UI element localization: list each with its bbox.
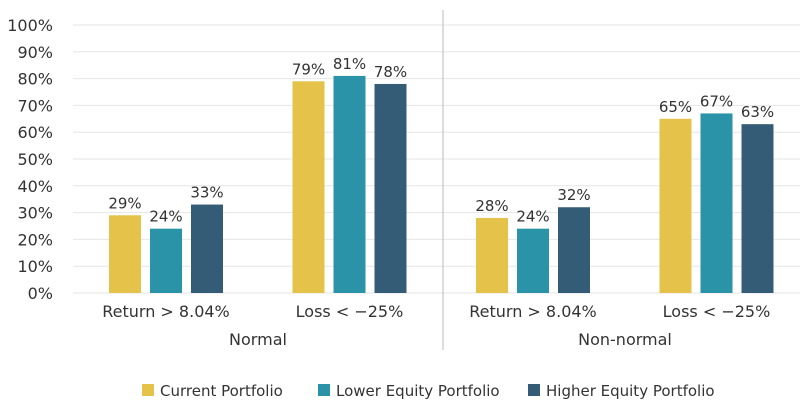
- legend-swatch: [318, 384, 330, 396]
- data-label: 28%: [475, 197, 508, 215]
- y-tick-label: 70%: [17, 96, 53, 115]
- legend-label: Higher Equity Portfolio: [546, 382, 715, 400]
- bar: [191, 204, 223, 293]
- data-label: 33%: [190, 184, 223, 202]
- data-label: 65%: [659, 98, 692, 116]
- data-label: 81%: [333, 55, 366, 73]
- bar: [292, 81, 325, 293]
- data-label: 24%: [516, 208, 549, 226]
- x-category-label: Loss < −25%: [296, 302, 404, 321]
- legend-label: Current Portfolio: [160, 382, 283, 400]
- y-tick-label: 20%: [17, 230, 53, 249]
- data-label: 29%: [108, 194, 141, 212]
- y-tick-label: 0%: [28, 284, 53, 303]
- bar: [374, 83, 407, 294]
- bar: [741, 124, 774, 293]
- bar: [700, 113, 733, 293]
- x-group-label: Normal: [229, 330, 287, 349]
- bar: [333, 75, 366, 293]
- y-tick-label: 80%: [17, 70, 53, 89]
- x-category-label: Loss < −25%: [663, 302, 771, 321]
- legend-swatch: [142, 384, 154, 396]
- y-tick-label: 90%: [17, 43, 53, 62]
- bar: [109, 215, 141, 293]
- y-tick-label: 10%: [17, 257, 53, 276]
- legend-label: Lower Equity Portfolio: [336, 382, 500, 400]
- data-label: 79%: [292, 60, 325, 78]
- x-category-label: Return > 8.04%: [469, 302, 597, 321]
- y-tick-label: 30%: [17, 204, 53, 223]
- data-label: 32%: [557, 186, 590, 204]
- bar: [659, 118, 692, 293]
- data-label: 78%: [374, 63, 407, 81]
- data-label: 24%: [149, 208, 182, 226]
- bar: [150, 228, 182, 293]
- bar: [558, 207, 590, 293]
- x-category-label: Return > 8.04%: [102, 302, 230, 321]
- bar: [517, 228, 549, 293]
- x-group-label: Non-normal: [578, 330, 672, 349]
- legend-swatch: [528, 384, 540, 396]
- y-tick-label: 50%: [17, 150, 53, 169]
- data-label: 63%: [741, 103, 774, 121]
- y-tick-label: 100%: [7, 16, 53, 35]
- data-label: 67%: [700, 92, 733, 110]
- y-tick-label: 40%: [17, 177, 53, 196]
- y-tick-label: 60%: [17, 123, 53, 142]
- bar: [476, 217, 508, 293]
